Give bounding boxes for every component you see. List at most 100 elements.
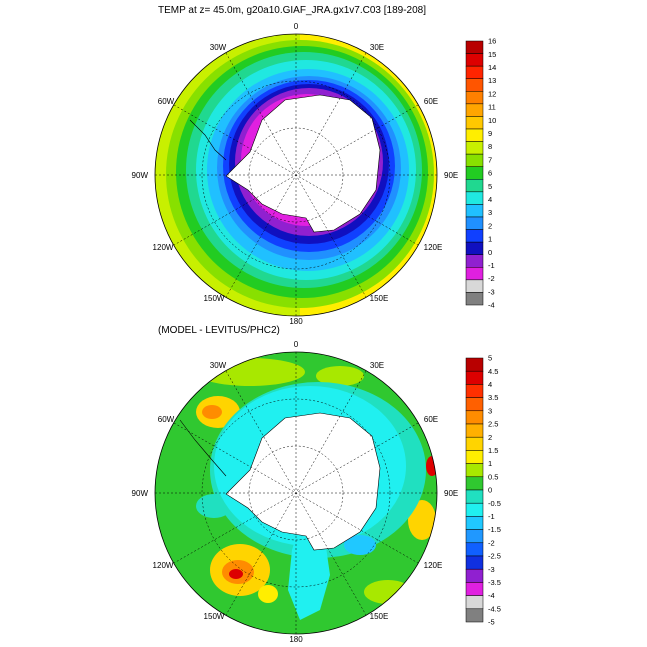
- panel-difference: (MODEL - LEVITUS/PHC2): [132, 325, 501, 644]
- colorbar-label: -2: [488, 274, 495, 283]
- colorbar-label: -4: [488, 301, 495, 310]
- colorbar-swatch: [465, 216, 484, 230]
- colorbar-swatch: [465, 153, 484, 167]
- lon-label: 0: [294, 22, 299, 31]
- lon-label: 60E: [424, 97, 438, 106]
- lon-label: 90W: [132, 171, 149, 180]
- panel-temperature: TEMP at z= 45.0m, g20a10.GIAF_JRA.gx1v7.…: [132, 5, 497, 326]
- colorbar-swatch: [465, 279, 484, 293]
- colorbar-swatch: [465, 582, 484, 596]
- colorbar-swatch: [465, 103, 484, 117]
- colorbar-swatch: [465, 489, 484, 504]
- colorbar-swatch: [465, 476, 484, 491]
- colorbar-swatch: [465, 241, 484, 255]
- panel-title: (MODEL - LEVITUS/PHC2): [158, 325, 280, 336]
- colorbar-swatch: [465, 141, 484, 155]
- lon-label: 90W: [132, 489, 149, 498]
- colorbar-label: 0: [488, 486, 492, 495]
- colorbar-label: 5: [488, 182, 492, 191]
- colorbar-label: 0.5: [488, 472, 498, 481]
- colorbar-swatch: [465, 608, 484, 623]
- colorbar-label: 8: [488, 142, 492, 151]
- colorbar-label: 4: [488, 380, 492, 389]
- colorbar-label: -3.5: [488, 578, 501, 587]
- colorbar-swatch: [465, 595, 484, 610]
- colorbar-swatch: [465, 65, 484, 79]
- colorbar-label: 2: [488, 433, 492, 442]
- colorbar-label: 3: [488, 406, 492, 415]
- map-boundary: [154, 33, 438, 317]
- difference-map: [155, 352, 437, 634]
- colorbar-label: 3.5: [488, 393, 498, 402]
- lon-label: 30W: [210, 361, 227, 370]
- lon-label: 120E: [424, 243, 443, 252]
- colorbar-label: -5: [488, 618, 495, 627]
- colorbar-label: 2: [488, 221, 492, 230]
- colorbar-swatch: [465, 40, 484, 54]
- colorbar-swatch: [465, 179, 484, 193]
- lon-label: 30E: [370, 43, 384, 52]
- lon-label: 90E: [444, 489, 458, 498]
- colorbar-label: -2: [488, 538, 495, 547]
- colorbar-label: 11: [488, 103, 496, 112]
- lon-label: 120E: [424, 561, 443, 570]
- colorbar-difference: 5 4.5 4 3.5 3 2.5 2 1.5 1 0.5 0 -0.5 -1 -1.5 -2 -2.5 -3 -…: [465, 354, 501, 627]
- colorbar-swatch: [465, 204, 484, 218]
- lon-label: 120W: [153, 243, 174, 252]
- lon-label: 120W: [153, 561, 174, 570]
- colorbar-label: 16: [488, 37, 496, 46]
- colorbar-label: 12: [488, 89, 496, 98]
- lon-label: 60W: [158, 97, 175, 106]
- colorbar-label: 4: [488, 195, 492, 204]
- colorbar-swatch: [465, 516, 484, 530]
- graticule: [155, 352, 437, 634]
- colorbar-label: -3: [488, 287, 495, 296]
- colorbar-swatch: [465, 78, 484, 92]
- colorbar-label: 1: [488, 235, 492, 244]
- longitude-labels: 0 30E 60E 90E 120E 150E 180 150W 120W 90…: [132, 22, 459, 326]
- colorbar-swatch: [465, 450, 484, 464]
- lon-label: 60W: [158, 415, 175, 424]
- lon-label: 180: [289, 635, 303, 644]
- colorbar-label: 13: [488, 76, 496, 85]
- colorbar-swatch: [465, 568, 484, 583]
- colorbar-swatch: [465, 116, 484, 130]
- lon-label: 30W: [210, 43, 227, 52]
- lon-label: 150E: [370, 612, 389, 621]
- lon-label: 180: [289, 317, 303, 326]
- colorbar-label: 9: [488, 129, 492, 138]
- colorbar-swatch: [465, 370, 484, 385]
- colorbar-label: 2.5: [488, 420, 498, 429]
- colorbar-label: 4.5: [488, 367, 498, 376]
- colorbar-swatch: [465, 357, 484, 372]
- colorbar-label: -0.5: [488, 499, 501, 508]
- colorbar-swatch: [465, 91, 484, 105]
- colorbar-swatch: [465, 555, 484, 570]
- colorbar-swatch: [465, 436, 484, 451]
- colorbar-label: 15: [488, 50, 496, 59]
- graticule: [155, 34, 437, 316]
- colorbar-label: 1: [488, 459, 492, 468]
- colorbar-swatch: [465, 410, 484, 425]
- colorbar-label: 1.5: [488, 446, 498, 455]
- colorbar-swatch: [465, 529, 484, 544]
- lon-label: 150W: [204, 612, 225, 621]
- colorbar-swatch: [465, 267, 484, 281]
- colorbar-swatch: [465, 397, 484, 412]
- colorbar-swatch: [465, 292, 484, 306]
- colorbar-label: -1.5: [488, 525, 501, 534]
- colorbar-label: 6: [488, 169, 492, 178]
- longitude-labels: 0 30E 60E 90E 120E 150E 180 150W 120W 90…: [132, 340, 459, 644]
- colorbar-swatch: [465, 502, 484, 517]
- colorbar-label: 14: [488, 63, 496, 72]
- lon-label: 150W: [204, 294, 225, 303]
- lon-label: 90E: [444, 171, 458, 180]
- panel-title: TEMP at z= 45.0m, g20a10.GIAF_JRA.gx1v7.…: [158, 5, 426, 16]
- colorbar-label: 0: [488, 248, 492, 257]
- map-boundary: [154, 351, 438, 635]
- lon-label: 60E: [424, 415, 438, 424]
- colorbar-swatch: [465, 254, 484, 268]
- colorbar-swatch: [465, 191, 484, 205]
- colorbar-label: -4.5: [488, 604, 501, 613]
